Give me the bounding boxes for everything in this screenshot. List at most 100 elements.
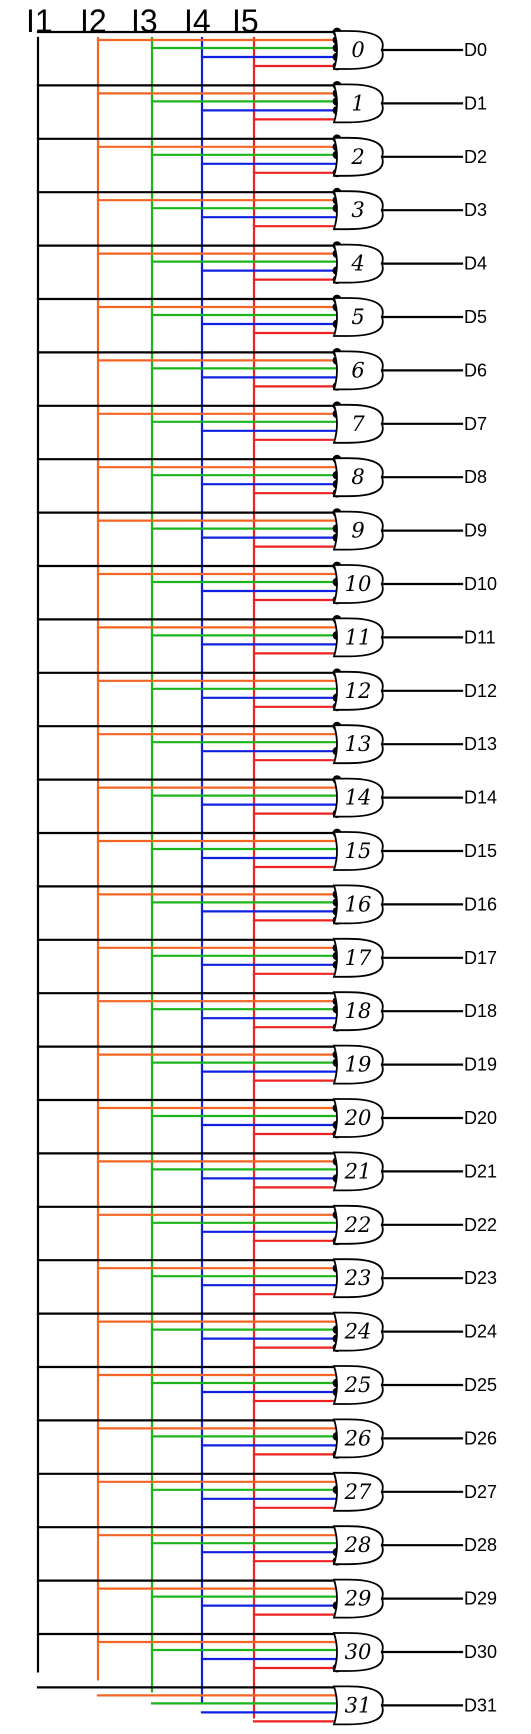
output-label-d20: D20 [464, 1108, 497, 1128]
wiring [36, 27, 342, 1723]
output-label-d13: D13 [464, 734, 497, 754]
gate-8 [332, 457, 384, 498]
output-label-d19: D19 [464, 1055, 497, 1075]
input-label-i4: I4 [184, 3, 211, 39]
output-label-d12: D12 [464, 681, 497, 701]
gate-19 [332, 1044, 384, 1085]
output-label-d23: D23 [464, 1268, 497, 1288]
gate-number-label: 2 [350, 145, 364, 169]
gate-number-label: 19 [345, 1053, 372, 1077]
gate-number-label: 24 [344, 1320, 372, 1344]
gate-24 [332, 1311, 384, 1352]
gate-21 [332, 1151, 384, 1192]
gate-number-label: 0 [351, 38, 364, 62]
output-label-d31: D31 [464, 1695, 497, 1715]
output-label-d27: D27 [464, 1482, 497, 1502]
gate-9 [332, 510, 384, 551]
output-label-d2: D2 [464, 147, 487, 167]
gate-25 [332, 1365, 384, 1405]
output-label-d29: D29 [464, 1589, 497, 1609]
gate-number-label: 26 [344, 1426, 372, 1450]
gate-13 [332, 724, 384, 765]
input-labels: I1 I2 I3 I4 I5 [26, 3, 259, 39]
gate-number-label: 30 [345, 1640, 372, 1664]
gate-number-label: 8 [351, 465, 364, 489]
gate-5 [332, 297, 384, 337]
output-label-d30: D30 [464, 1642, 497, 1662]
gate-number-label: 23 [344, 1266, 372, 1290]
gate-28 [332, 1525, 384, 1566]
output-label-d17: D17 [464, 948, 497, 968]
gate-16 [332, 884, 384, 925]
output-label-d21: D21 [464, 1161, 497, 1181]
input-label-i2: I2 [80, 3, 107, 39]
gate-number-label: 1 [351, 91, 364, 115]
gate-3 [332, 190, 384, 231]
gate-number-label: 10 [345, 572, 372, 596]
gate-2 [332, 136, 384, 177]
gate-number-label: 3 [351, 198, 364, 222]
gate-number-label: 12 [345, 679, 372, 703]
gate-11 [332, 617, 384, 658]
gate-number-label: 5 [351, 305, 364, 329]
gate-23 [332, 1258, 384, 1299]
gate-20 [332, 1098, 384, 1138]
output-label-d5: D5 [464, 307, 487, 327]
gate-number-label: 29 [344, 1587, 372, 1611]
output-label-d26: D26 [464, 1428, 497, 1448]
gate-number-label: 20 [344, 1106, 372, 1130]
output-label-d18: D18 [464, 1001, 497, 1021]
gate-number-label: 21 [344, 1159, 372, 1183]
output-label-d15: D15 [464, 841, 497, 861]
gate-number-label: 18 [345, 999, 372, 1023]
output-label-d3: D3 [464, 200, 487, 220]
gate-number-label: 15 [345, 839, 372, 863]
output-label-d16: D16 [464, 894, 497, 914]
gate-number-label: 9 [351, 519, 364, 543]
gate-27 [332, 1471, 384, 1512]
gate-30 [332, 1632, 384, 1672]
output-label-d11: D11 [464, 627, 496, 647]
gate-number-label: 14 [345, 786, 372, 810]
gate-number-label: 4 [350, 252, 364, 276]
output-label-d8: D8 [464, 467, 487, 487]
gate-10 [332, 564, 384, 604]
output-label-d14: D14 [464, 788, 497, 808]
output-label-d4: D4 [464, 254, 487, 274]
gate-number-label: 27 [344, 1480, 372, 1504]
gate-number-label: 22 [344, 1213, 372, 1237]
gate-18 [332, 991, 384, 1032]
input-label-i1: I1 [26, 3, 53, 39]
gate-number-label: 11 [345, 625, 372, 649]
output-label-d24: D24 [464, 1322, 497, 1342]
output-label-d6: D6 [464, 360, 487, 380]
output-label-d25: D25 [464, 1375, 497, 1395]
gate-14 [332, 777, 384, 818]
gate-6 [332, 350, 384, 391]
gate-number-label: 16 [345, 892, 372, 916]
gate-12 [332, 670, 384, 711]
gate-22 [332, 1204, 384, 1245]
gate-number-label: 7 [351, 412, 365, 436]
gate-17 [332, 937, 384, 978]
gate-4 [332, 243, 384, 284]
output-label-d7: D7 [464, 414, 487, 434]
input-label-i3: I3 [131, 3, 158, 39]
output-label-d22: D22 [464, 1215, 497, 1235]
gate-29 [332, 1578, 384, 1619]
gate-number-label: 17 [345, 946, 372, 970]
output-label-d1: D1 [464, 93, 487, 113]
output-label-d28: D28 [464, 1535, 497, 1555]
input-label-i5: I5 [232, 3, 259, 39]
gate-number-label: 25 [344, 1373, 372, 1397]
output-label-d0: D0 [464, 40, 487, 60]
gate-0 [332, 30, 384, 70]
output-label-d10: D10 [464, 574, 497, 594]
gate-number-label: 13 [345, 732, 372, 756]
output-label-d9: D9 [464, 521, 487, 541]
gate-26 [332, 1418, 384, 1459]
gate-1 [332, 83, 384, 124]
gate-number-label: 31 [345, 1693, 372, 1717]
